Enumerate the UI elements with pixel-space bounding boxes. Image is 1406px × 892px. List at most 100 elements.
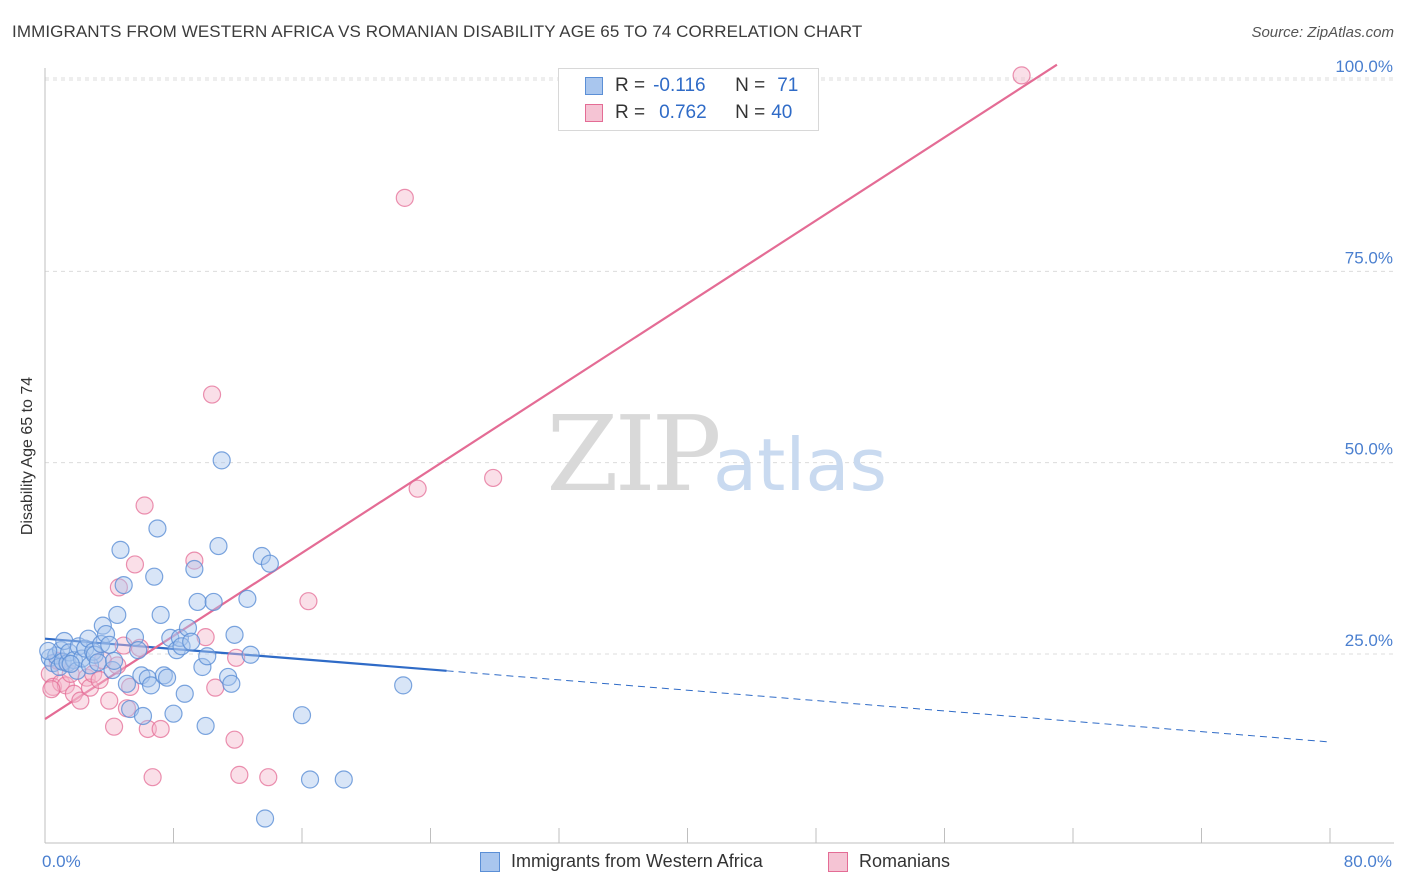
- point-western-africa: [241, 645, 260, 664]
- point-romanians: [100, 691, 119, 710]
- y-tick-label: 25.0%: [1345, 631, 1393, 650]
- point-western-africa: [225, 625, 244, 644]
- point-western-africa: [117, 674, 137, 693]
- legend-n-value: 71: [777, 75, 799, 96]
- trend-line-blue: [44, 637, 447, 672]
- point-western-africa: [88, 653, 108, 672]
- point-western-africa: [111, 540, 130, 559]
- point-western-africa: [238, 589, 257, 608]
- point-western-africa: [212, 451, 231, 470]
- point-western-africa: [103, 660, 122, 680]
- point-western-africa: [209, 536, 228, 556]
- watermark-zip: ZIP: [546, 393, 718, 515]
- y-axis-label: Disability Age 65 to 74: [19, 376, 36, 536]
- bottom-legend-blue-label: Immigrants from Western Africa: [511, 851, 763, 871]
- legend-n-label: N =: [735, 75, 766, 96]
- legend-n-value: 40: [771, 102, 793, 123]
- point-romanians: [135, 496, 154, 515]
- legend-row-blue: R = -0.116 N = 71: [585, 74, 798, 98]
- point-western-africa: [100, 635, 119, 654]
- point-western-africa: [96, 624, 116, 644]
- x-axis-min-label: 0.0%: [42, 852, 81, 871]
- point-romanians: [121, 677, 140, 696]
- point-romanians: [1012, 66, 1031, 85]
- point-western-africa: [39, 641, 58, 661]
- point-romanians: [80, 678, 100, 697]
- legend-r-label: R =: [615, 75, 646, 96]
- point-romanians: [299, 592, 318, 611]
- legend-r-value: 0.762: [659, 102, 707, 123]
- points-blue: [39, 451, 413, 828]
- blue-swatch-icon: [585, 77, 603, 95]
- legend-r-value: -0.116: [653, 75, 706, 96]
- point-romanians: [90, 670, 109, 690]
- gridlines: [45, 77, 1394, 655]
- point-western-africa: [196, 716, 215, 736]
- point-western-africa: [175, 684, 194, 703]
- point-western-africa: [334, 770, 353, 789]
- point-romanians: [225, 730, 244, 749]
- point-romanians: [109, 578, 128, 597]
- point-western-africa: [114, 575, 133, 595]
- source-note: Source: ZipAtlas.com: [1251, 24, 1394, 41]
- point-romanians: [42, 680, 61, 699]
- point-western-africa: [255, 809, 275, 828]
- pink-swatch-icon: [828, 851, 848, 872]
- point-western-africa: [129, 641, 148, 660]
- point-romanians: [143, 768, 162, 787]
- point-romanians: [151, 719, 170, 739]
- bottom-legend-pink-label: Romanians: [859, 851, 951, 871]
- x-axis-max-label: 80.0%: [1343, 852, 1392, 871]
- point-western-africa: [185, 559, 204, 579]
- watermark-atlas: atlas: [713, 423, 887, 507]
- chart-title: IMMIGRANTS FROM WESTERN AFRICA VS ROMANI…: [12, 22, 863, 41]
- point-romanians: [395, 188, 414, 207]
- trend-line-blue-extension: [446, 670, 1331, 743]
- point-western-africa: [204, 592, 223, 612]
- point-western-africa: [188, 592, 207, 612]
- point-western-africa: [292, 706, 312, 725]
- point-romanians: [51, 673, 71, 693]
- point-western-africa: [154, 666, 173, 685]
- point-western-africa: [222, 674, 241, 693]
- point-romanians: [484, 468, 503, 488]
- legend-r-label: R =: [615, 102, 646, 123]
- point-western-africa: [133, 706, 153, 726]
- point-western-africa: [145, 567, 164, 586]
- trend-line-pink: [44, 63, 1058, 720]
- y-tick-labels: 25.0% 50.0% 75.0% 100.0%: [1335, 57, 1393, 650]
- y-tick-label: 75.0%: [1345, 248, 1393, 267]
- point-romanians: [71, 691, 90, 710]
- point-western-africa: [157, 668, 177, 687]
- watermark: ZIP atlas: [546, 393, 887, 515]
- point-romanians: [125, 555, 145, 574]
- point-romanians: [104, 717, 124, 736]
- legend-n-label: N =: [735, 102, 766, 123]
- point-romanians: [259, 768, 278, 787]
- point-western-africa: [141, 676, 161, 695]
- point-western-africa: [172, 637, 191, 656]
- point-western-africa: [148, 519, 167, 538]
- y-tick-label: 100.0%: [1335, 57, 1393, 76]
- point-western-africa: [151, 605, 170, 625]
- point-western-africa: [164, 704, 183, 723]
- point-western-africa: [61, 654, 80, 674]
- point-western-africa: [394, 676, 413, 695]
- points-pink: [40, 66, 1031, 787]
- point-romanians: [202, 385, 222, 404]
- point-western-africa: [300, 770, 320, 789]
- y-tick-label: 50.0%: [1345, 440, 1393, 459]
- point-romanians: [230, 765, 249, 784]
- point-western-africa: [260, 554, 279, 573]
- bottom-legend-pink: Romanians: [828, 851, 950, 872]
- point-romanians: [64, 684, 84, 703]
- point-romanians: [196, 628, 215, 647]
- point-western-africa: [104, 651, 124, 670]
- point-western-africa: [182, 632, 201, 651]
- axes: [44, 68, 1394, 844]
- point-western-africa: [193, 657, 212, 677]
- point-romanians: [408, 479, 427, 498]
- blue-swatch-icon: [480, 851, 500, 872]
- correlation-legend: R = -0.116 N = 71 R = 0.762 N = 40: [558, 68, 819, 131]
